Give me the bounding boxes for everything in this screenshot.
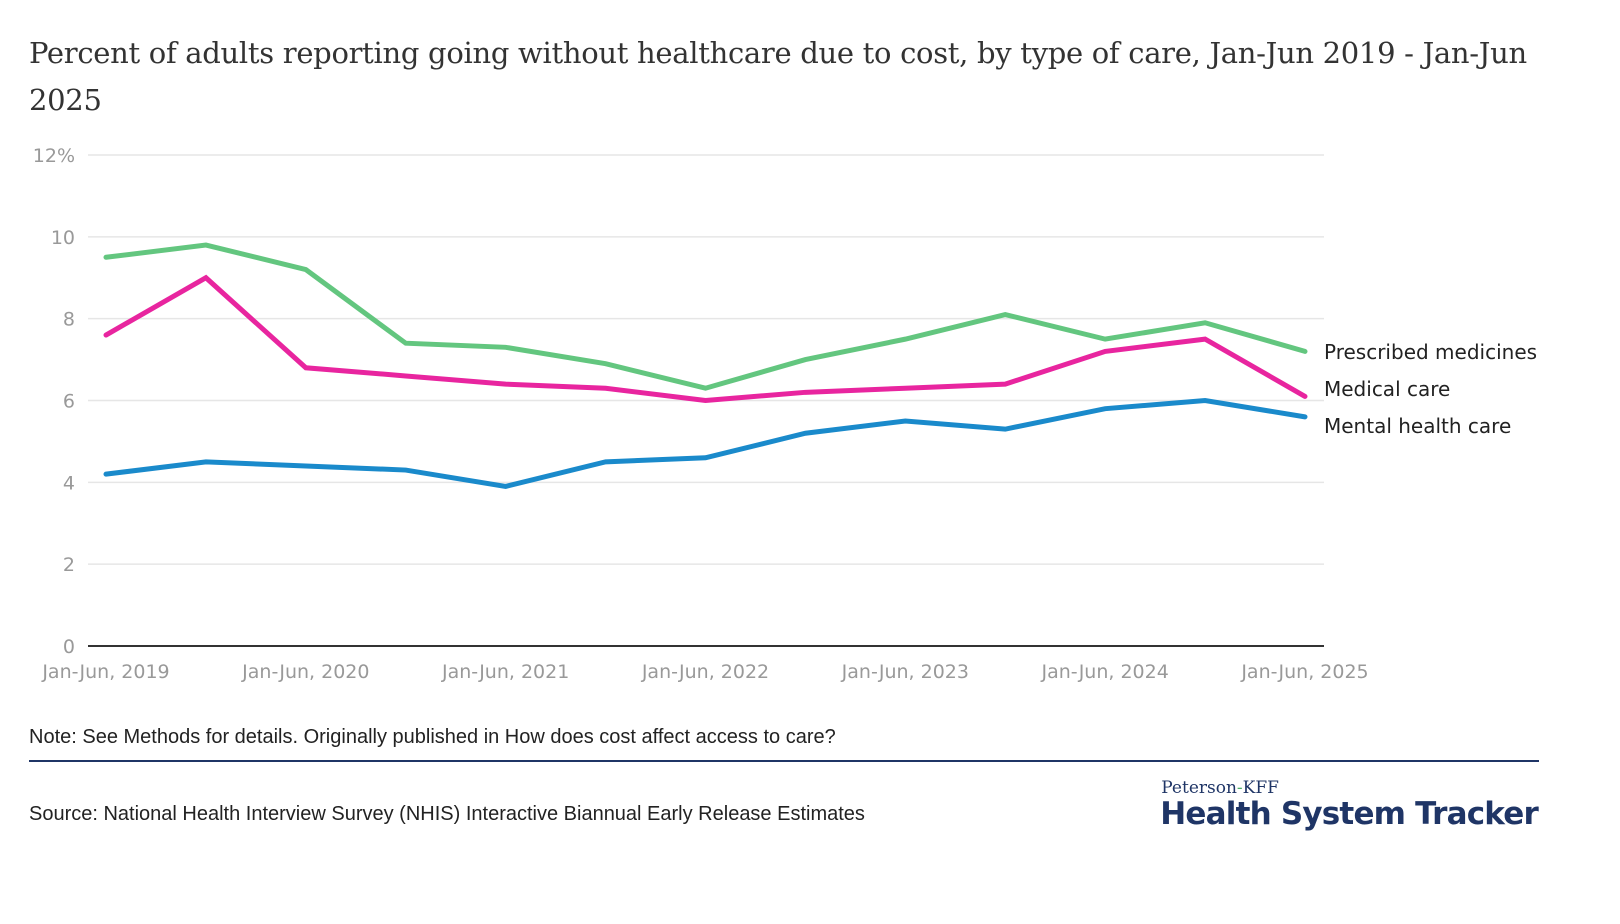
x-tick-label: Jan-Jun, 2020 [241, 661, 369, 683]
y-axis-tick-labels: 0 2 4 6 8 10 12% [33, 145, 75, 658]
logo-subtitle: Peterson-KFF [1161, 778, 1538, 798]
y-tick-label: 2 [63, 554, 75, 576]
series-labels: Prescribed medicines Medical care Mental h… [1324, 340, 1537, 438]
gridlines [88, 154, 1324, 647]
series-label: Mental health care [1324, 414, 1511, 438]
series-line-prescribed-medicines [103, 242, 1308, 391]
x-tick-label: Jan-Jun, 2024 [1041, 661, 1169, 683]
x-tick-label: Jan-Jun, 2025 [1240, 661, 1368, 683]
brand-logo: Peterson-KFF Health System Tracker [1160, 778, 1539, 832]
y-tick-label: 12% [33, 145, 75, 167]
y-tick-label: 10 [51, 227, 75, 249]
logo-peterson: Peterson [1161, 778, 1237, 798]
chart-note: Note: See Methods for details. Originall… [29, 726, 836, 748]
x-tick-label: Jan-Jun, 2023 [841, 661, 969, 683]
y-tick-label: 8 [63, 309, 75, 331]
series-lines [103, 242, 1308, 489]
series-line-medical-care [103, 274, 1308, 404]
series-line-mental-health-care [103, 397, 1308, 489]
x-axis-tick-labels: Jan-Jun, 2019 Jan-Jun, 2020 Jan-Jun, 2021 J… [41, 661, 1368, 683]
footer-divider [29, 760, 1539, 762]
logo-kff: KFF [1242, 778, 1279, 798]
y-tick-label: 6 [63, 391, 75, 413]
x-tick-label: Jan-Jun, 2019 [41, 661, 169, 683]
y-tick-label: 0 [63, 636, 75, 658]
logo-title: Health System Tracker [1160, 796, 1539, 832]
logo-dash: - [1236, 778, 1243, 798]
chart-source: Source: National Health Interview Survey… [29, 803, 865, 825]
series-label: Medical care [1324, 377, 1450, 401]
chart-title: Percent of adults reporting going withou… [29, 36, 1527, 117]
y-tick-label: 4 [63, 472, 75, 494]
x-tick-label: Jan-Jun, 2021 [441, 661, 569, 683]
x-tick-label: Jan-Jun, 2022 [641, 661, 769, 683]
series-label: Prescribed medicines [1324, 340, 1537, 364]
